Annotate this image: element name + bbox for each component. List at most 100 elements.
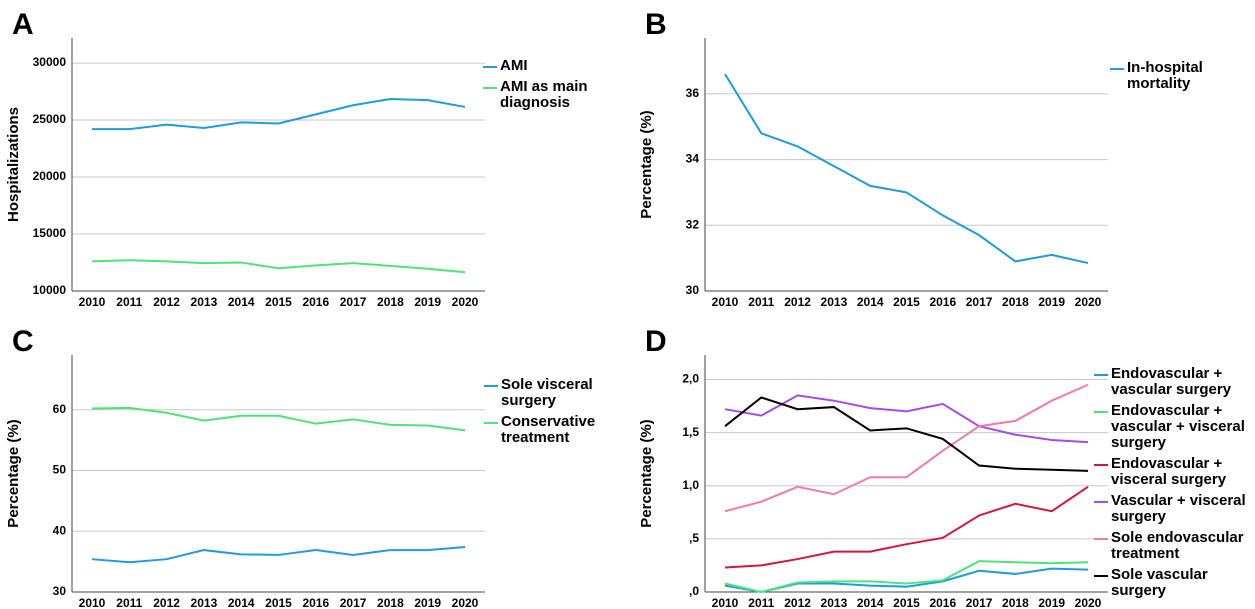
series-line — [724, 383, 1089, 513]
x-tick-label: 2017 — [966, 596, 993, 609]
x-tick-label: 2020 — [452, 295, 479, 309]
series-line — [91, 259, 466, 274]
y-axis-title: Hospitalizations — [5, 107, 22, 222]
legend: In-hospital mortality — [1110, 60, 1240, 92]
legend-swatch — [1094, 464, 1108, 466]
x-tick-label: 2012 — [153, 596, 180, 609]
y-tick-label: 30000 — [33, 55, 67, 69]
panel-letter: C — [12, 325, 34, 358]
legend: Endovascular + vascular surgery Endovascu… — [1094, 366, 1254, 599]
legend-item: Sole endovascular treatment — [1094, 530, 1254, 562]
x-tick-label: 2016 — [302, 295, 329, 309]
panel-letter: D — [645, 325, 667, 358]
legend-label: Vascular + visceral surgery — [1111, 492, 1246, 525]
series-line — [724, 567, 1089, 594]
x-tick-label: 2014 — [228, 596, 255, 609]
legend-label: Endovascular + vascular + visceral surge… — [1111, 402, 1245, 451]
legend-item: In-hospital mortality — [1110, 60, 1240, 92]
legend-label: Endovascular + visceral surgery — [1111, 455, 1227, 488]
legend-item: Endovascular + vascular surgery — [1094, 366, 1254, 398]
x-tick-label: 2012 — [153, 295, 180, 309]
panel-letter: B — [645, 8, 667, 41]
y-tick-label: 20000 — [33, 169, 67, 183]
x-tick-label: 2016 — [929, 596, 956, 609]
x-tick-label: 2015 — [265, 295, 292, 309]
legend-label: Sole vascular surgery — [1111, 566, 1208, 599]
legend-swatch — [1094, 538, 1108, 540]
x-tick-label: 2014 — [228, 295, 255, 309]
series-line — [724, 394, 1089, 444]
legend-swatch — [484, 422, 498, 424]
x-tick-label: 2012 — [784, 596, 811, 609]
legend-item: Conservative treatment — [484, 414, 634, 446]
x-tick-label: 2017 — [340, 596, 367, 609]
x-tick-label: 2020 — [1075, 596, 1102, 609]
x-tick-label: 2015 — [893, 596, 920, 609]
x-tick-label: 2010 — [79, 295, 106, 309]
x-tick-label: 2018 — [377, 596, 404, 609]
x-tick-label: 2019 — [1038, 295, 1065, 309]
x-tick-label: 2017 — [966, 295, 993, 309]
y-tick-label: 1,0 — [682, 478, 699, 492]
x-tick-label: 2018 — [377, 295, 404, 309]
x-tick-label: 2011 — [748, 295, 774, 309]
legend-label: AMI — [500, 57, 528, 74]
legend-item: Endovascular + visceral surgery — [1094, 456, 1254, 488]
x-tick-label: 2019 — [414, 295, 441, 309]
x-tick-label: 2014 — [857, 596, 884, 609]
legend-item: Sole visceral surgery — [484, 377, 634, 409]
x-tick-label: 2015 — [893, 295, 920, 309]
y-tick-label: 60 — [53, 402, 67, 416]
legend-swatch — [1110, 68, 1124, 70]
series-line — [92, 97, 466, 131]
legend-item: Sole vascular surgery — [1094, 567, 1254, 599]
y-tick-label: 50 — [53, 463, 67, 477]
x-tick-label: 2011 — [748, 596, 774, 609]
x-tick-label: 2019 — [414, 596, 441, 609]
legend-swatch — [484, 385, 498, 387]
x-tick-label: 2011 — [116, 596, 142, 609]
x-tick-label: 2018 — [1002, 295, 1029, 309]
legend-item: AMI — [483, 58, 623, 74]
legend-swatch — [1094, 374, 1108, 376]
series-line — [724, 560, 1089, 594]
legend: Sole visceral surgery Conservative treatm… — [484, 377, 634, 446]
x-tick-label: 2013 — [821, 295, 848, 309]
legend-swatch — [1094, 411, 1108, 413]
y-tick-label: 2,0 — [682, 372, 699, 386]
y-axis-title: Percentage (%) — [5, 419, 22, 527]
x-tick-label: 2020 — [452, 596, 479, 609]
legend-label: Endovascular + vascular surgery — [1111, 365, 1232, 398]
legend-label: AMI as main diagnosis — [500, 78, 588, 111]
x-tick-label: 2017 — [340, 295, 367, 309]
series-line — [91, 546, 466, 564]
y-tick-label: 25000 — [33, 112, 67, 126]
legend-label: Sole visceral surgery — [501, 376, 593, 409]
legend-swatch — [483, 87, 497, 89]
y-tick-label: 36 — [686, 86, 700, 100]
x-tick-label: 2012 — [784, 295, 811, 309]
y-tick-label: 15000 — [33, 226, 67, 240]
x-tick-label: 2015 — [265, 596, 292, 609]
x-tick-label: 2018 — [1002, 596, 1029, 609]
legend-label: Conservative treatment — [501, 413, 596, 446]
y-axis-title: Percentage (%) — [638, 110, 655, 218]
x-tick-label: 2016 — [929, 295, 956, 309]
legend: AMI AMI as main diagnosis — [483, 58, 623, 111]
y-axis-title: Percentage (%) — [638, 419, 655, 527]
y-tick-label: 32 — [686, 217, 700, 231]
x-tick-label: 2013 — [821, 596, 848, 609]
y-tick-label: 10000 — [33, 283, 67, 297]
legend-item: Endovascular + vascular + visceral surge… — [1094, 403, 1254, 451]
series-line — [91, 406, 466, 432]
legend-swatch — [1094, 501, 1108, 503]
legend-swatch — [483, 66, 497, 68]
y-tick-label: 34 — [686, 152, 700, 166]
y-tick-label: ,5 — [689, 531, 699, 545]
y-tick-label: 40 — [53, 523, 67, 537]
x-tick-label: 2010 — [79, 596, 106, 609]
x-tick-label: 2013 — [191, 596, 218, 609]
y-tick-label: 30 — [686, 283, 700, 297]
